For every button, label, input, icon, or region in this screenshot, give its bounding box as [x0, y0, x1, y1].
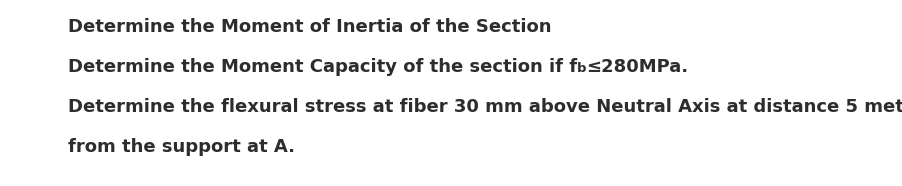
Text: Determine the Moment Capacity of the section if f: Determine the Moment Capacity of the sec… — [68, 58, 577, 76]
Text: b: b — [577, 62, 586, 75]
Text: from the support at A.: from the support at A. — [68, 138, 295, 156]
Text: ≤280MPa.: ≤280MPa. — [586, 58, 689, 76]
Text: Determine the Moment of Inertia of the Section: Determine the Moment of Inertia of the S… — [68, 18, 551, 36]
Text: Determine the flexural stress at fiber 30 mm above Neutral Axis at distance 5 me: Determine the flexural stress at fiber 3… — [68, 98, 902, 116]
